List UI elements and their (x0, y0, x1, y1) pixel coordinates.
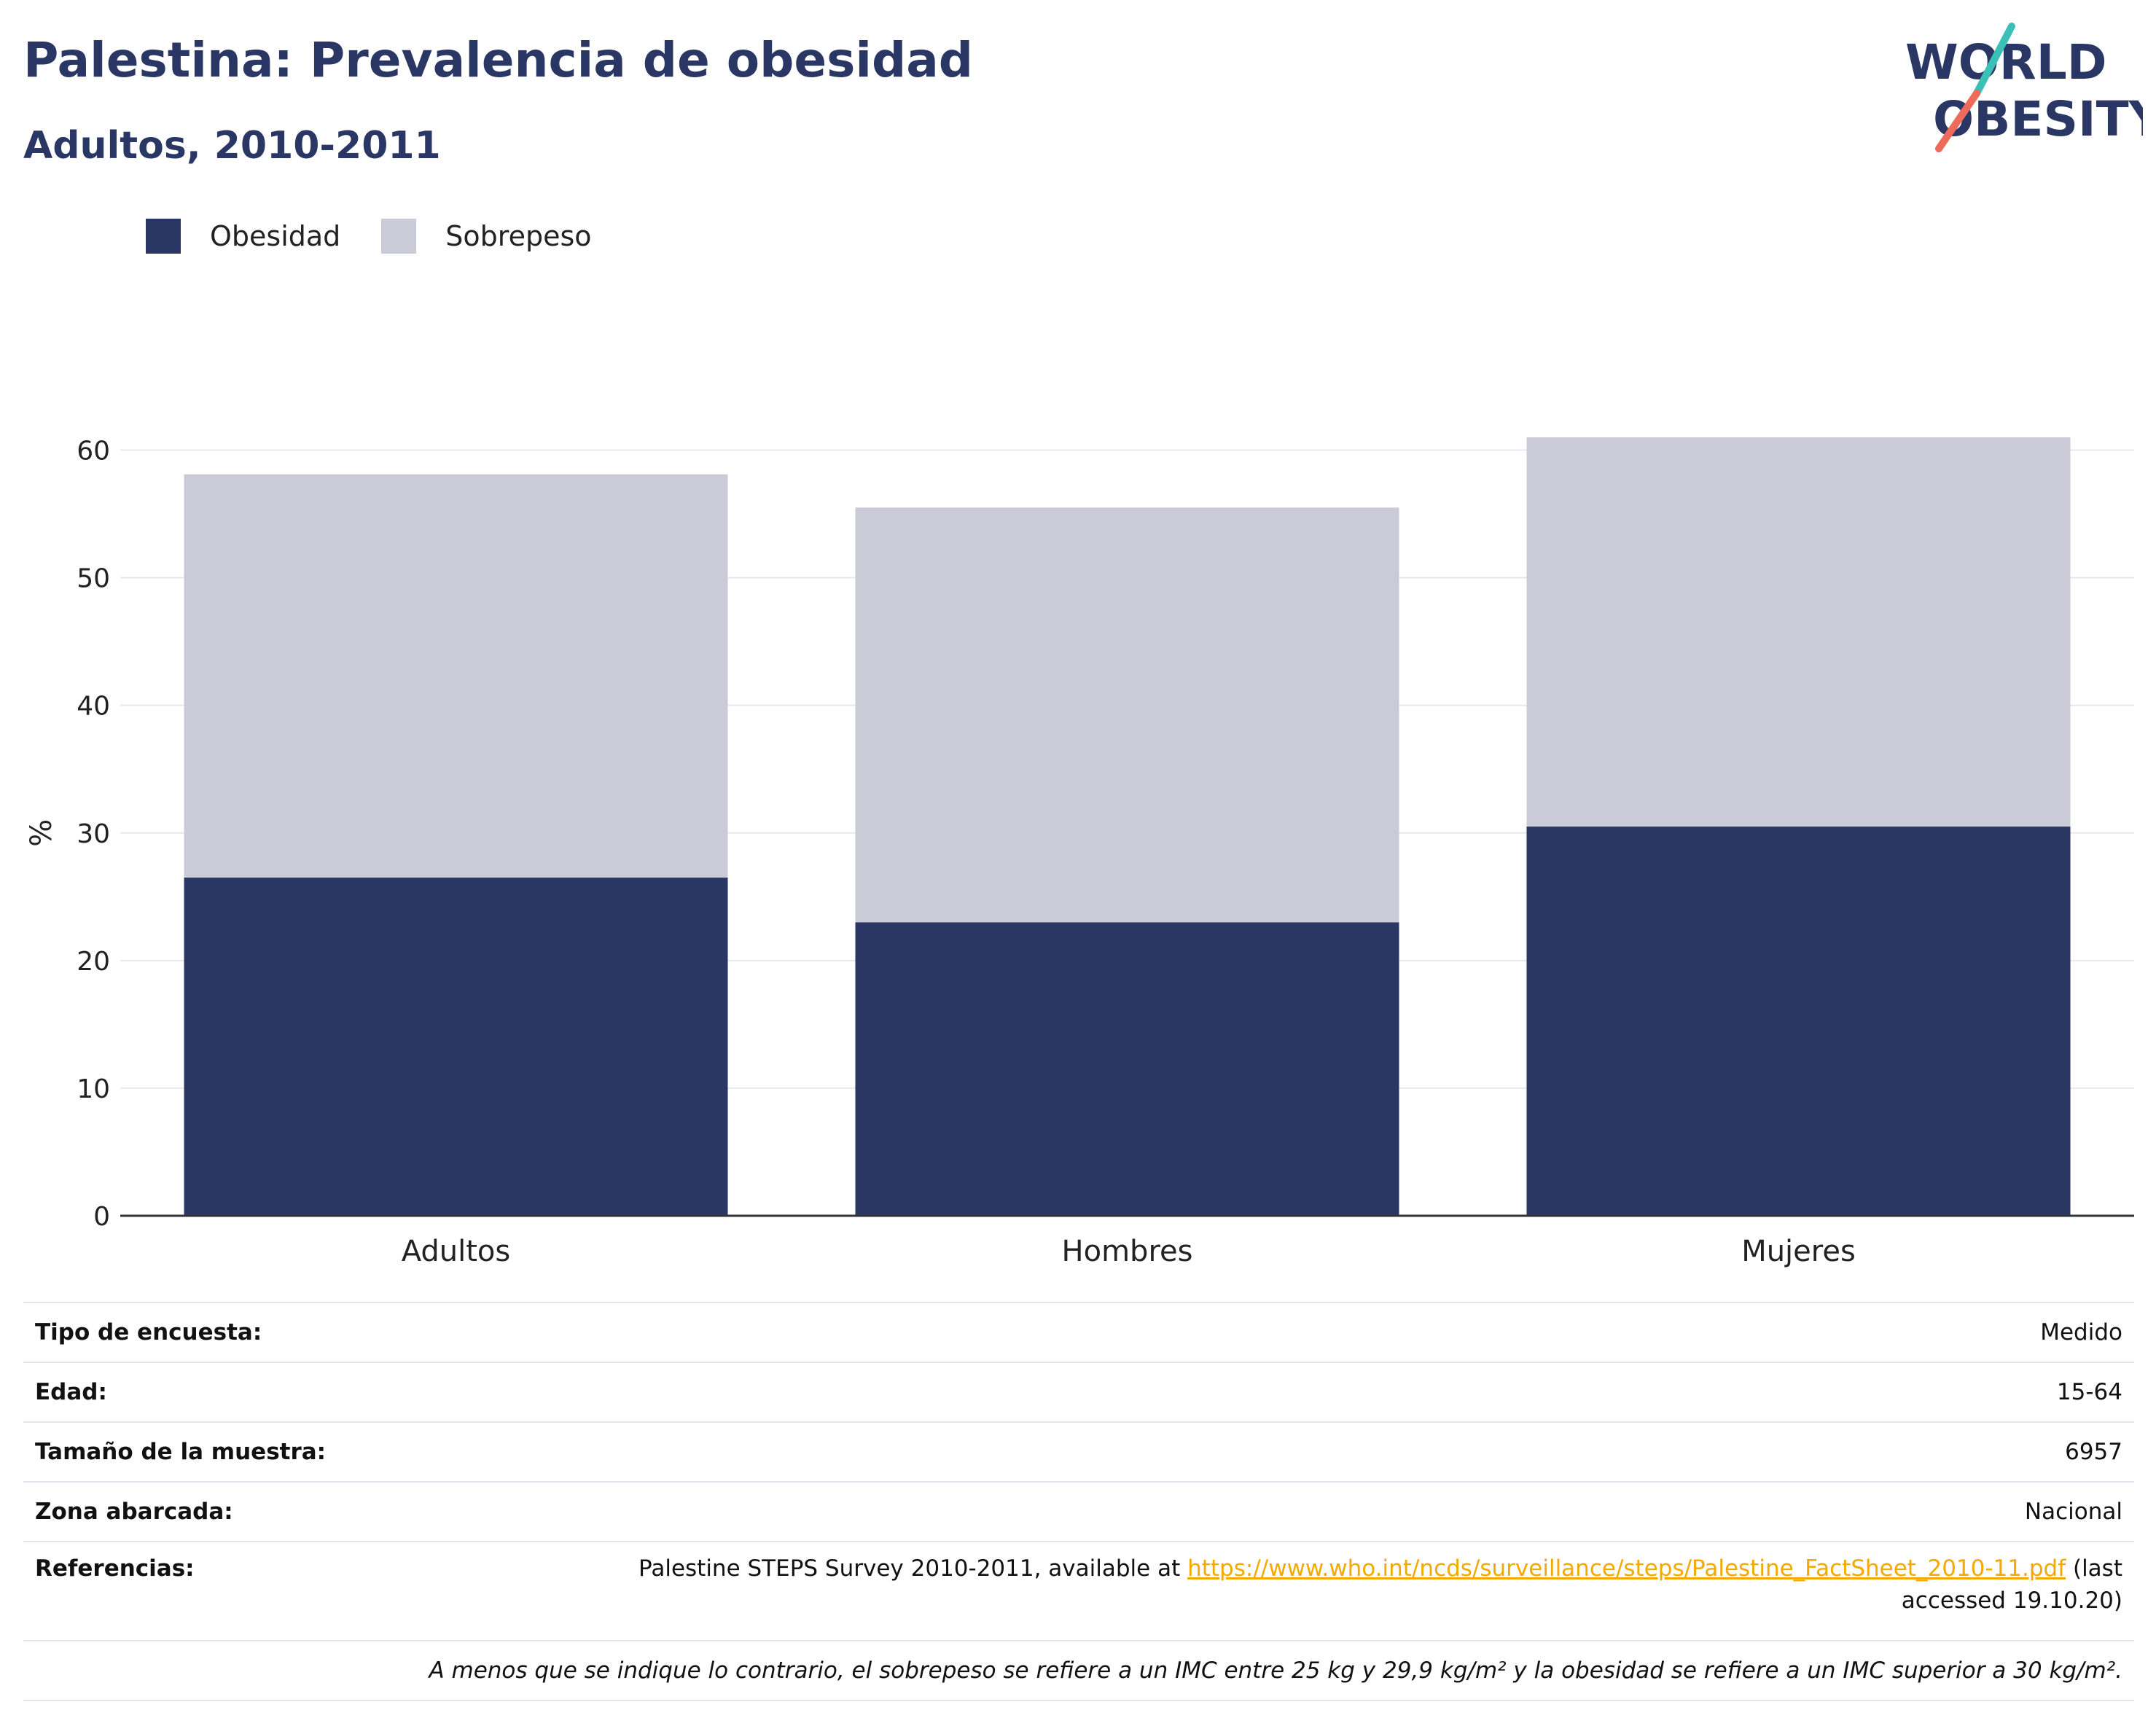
legend-item-obesidad[interactable]: Obesidad (146, 219, 340, 254)
legend-label-sobrepeso: Sobrepeso (445, 220, 592, 252)
reference-text: Palestine STEPS Survey 2010-2011, availa… (638, 1555, 1188, 1582)
info-key: Tamaño de la muestra: (23, 1421, 484, 1482)
bar-sobrepeso-hombres (855, 507, 1399, 923)
info-row-area: Zona abarcada: Nacional (23, 1481, 2134, 1542)
y-tick-label: 40 (77, 692, 110, 722)
info-row-age: Edad: 15-64 (23, 1362, 2134, 1422)
info-key: Referencias: (23, 1541, 484, 1641)
info-row-sample-size: Tamaño de la muestra: 6957 (23, 1421, 2134, 1482)
y-tick-label: 50 (77, 564, 110, 594)
page-subtitle: Adultos, 2010-2011 (23, 124, 441, 168)
info-value: 15-64 (484, 1362, 2134, 1422)
x-tick-label: Hombres (1062, 1235, 1193, 1268)
world-obesity-logo: WORLD OBESITY (1905, 23, 2143, 152)
bar-obesidad-adultos (184, 878, 728, 1216)
info-value: Nacional (484, 1481, 2134, 1542)
info-value: 6957 (484, 1421, 2134, 1482)
page-title: Palestina: Prevalencia de obesidad (23, 32, 974, 88)
definition-note: A menos que se indique lo contrario, el … (23, 1640, 2134, 1701)
references-value: Palestine STEPS Survey 2010-2011, availa… (484, 1541, 2134, 1641)
info-row-references: Referencias: Palestine STEPS Survey 2010… (23, 1541, 2134, 1641)
y-tick-label: 60 (77, 437, 110, 466)
y-axis-label: % (25, 819, 58, 847)
survey-info-table: Tipo de encuesta: Medido Edad: 15-64 Tam… (23, 1302, 2134, 1701)
logo-line2: OBESITY (1933, 91, 2143, 147)
info-row-survey-type: Tipo de encuesta: Medido (23, 1302, 2134, 1362)
reference-text-after: (last (2066, 1555, 2122, 1582)
info-value: Medido (484, 1302, 2134, 1362)
y-tick-label: 10 (77, 1074, 110, 1104)
logo-slash-top (1973, 23, 2015, 97)
reference-link[interactable]: https://www.who.int/ncds/surveillance/st… (1187, 1555, 2066, 1582)
bar-sobrepeso-mujeres (1526, 437, 2071, 827)
info-key: Zona abarcada: (23, 1481, 484, 1542)
legend-swatch-sobrepeso (381, 219, 417, 254)
reference-text-line2: accessed 19.10.20) (1901, 1587, 2122, 1614)
x-tick-label: Mujeres (1741, 1235, 1856, 1268)
chart-legend: Obesidad Sobrepeso (146, 216, 633, 257)
legend-label-obesidad: Obesidad (210, 220, 341, 252)
x-tick-label: Adultos (402, 1235, 511, 1268)
bar-sobrepeso-adultos (184, 474, 728, 878)
bar-obesidad-mujeres (1526, 827, 2071, 1216)
y-tick-label: 30 (77, 819, 110, 849)
info-row-note: A menos que se indique lo contrario, el … (23, 1640, 2134, 1701)
info-key: Tipo de encuesta: (23, 1302, 484, 1362)
legend-swatch-obesidad (146, 219, 181, 254)
bar-obesidad-hombres (855, 922, 1399, 1216)
legend-item-sobrepeso[interactable]: Sobrepeso (381, 219, 592, 254)
info-key: Edad: (23, 1362, 484, 1422)
y-tick-label: 20 (77, 947, 110, 977)
stacked-bar-chart: 0 10 20 30 40 50 60% Adultos Hombres Mujeres (25, 437, 2134, 1268)
y-tick-label: 0 (93, 1202, 110, 1232)
logo-slash-bottom (1935, 90, 1980, 152)
